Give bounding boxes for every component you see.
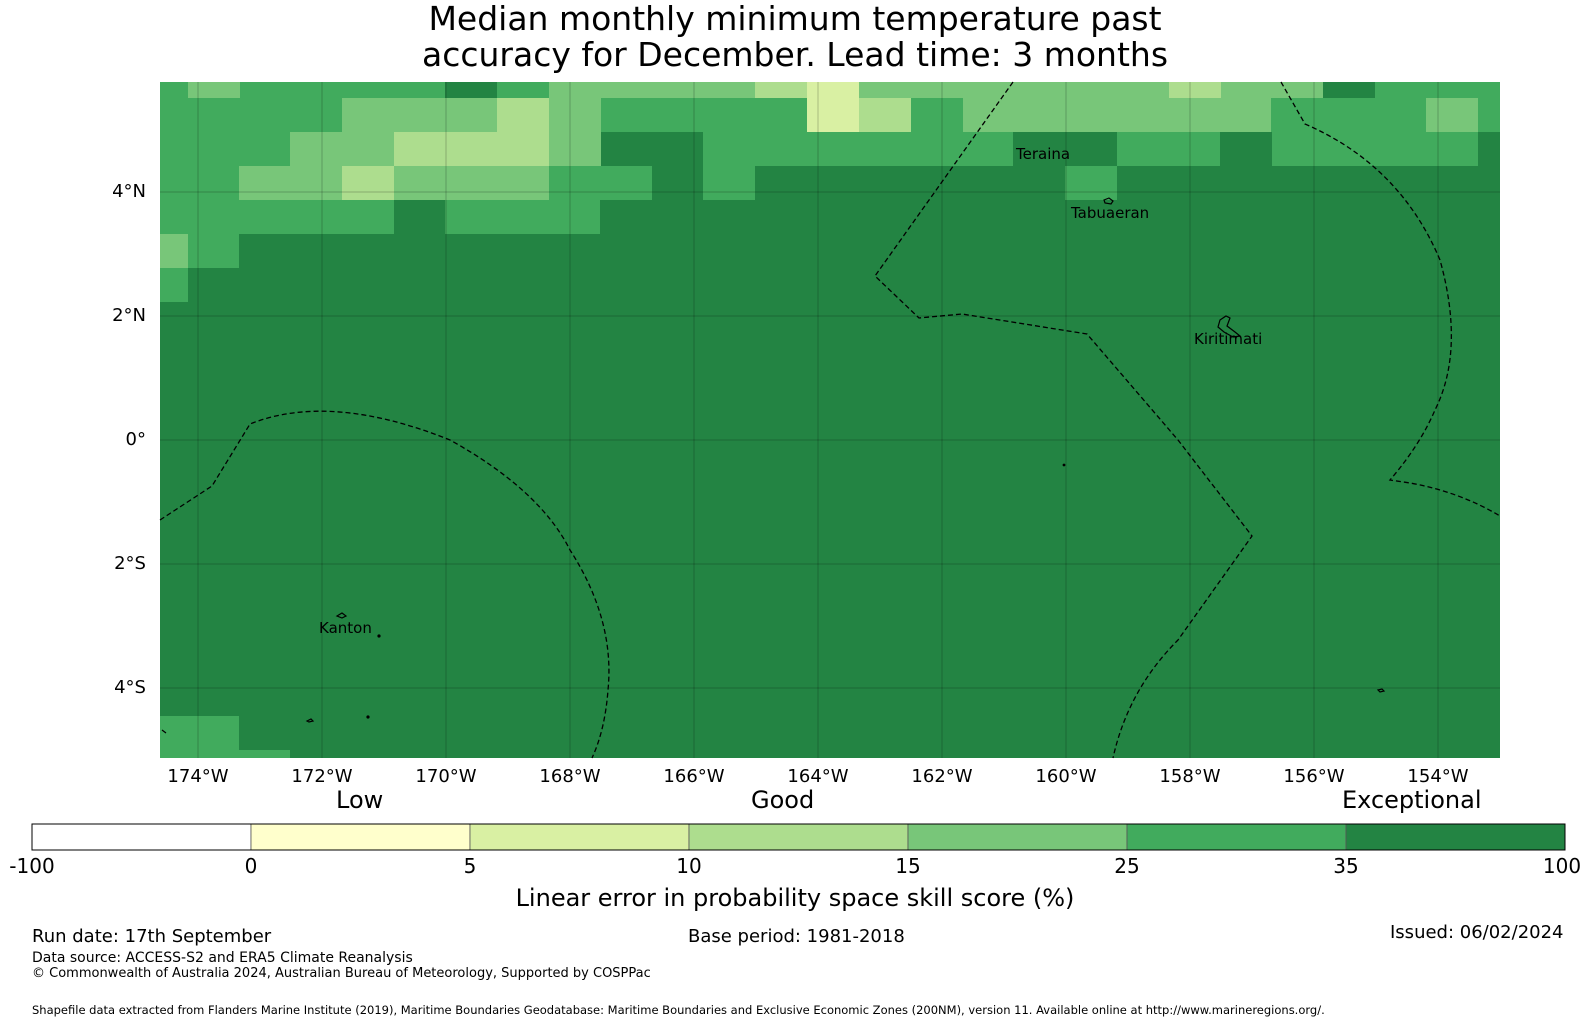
colorbar-segment [1126, 823, 1347, 851]
colorbar-segment [688, 823, 909, 851]
place-label-teraina: Teraina [1016, 145, 1071, 163]
colorbar-category-exceptional: Exceptional [1342, 786, 1482, 814]
lon-label-154w: 154°W [1407, 766, 1469, 787]
run-date: Run date: 17th September [32, 926, 272, 947]
colorbar-tick-label: 10 [676, 854, 702, 878]
colorbar-tick-label: 0 [244, 854, 258, 878]
line-islands-boundary-east [1280, 81, 1501, 517]
colorbar-tick-label: 25 [1114, 854, 1140, 878]
issued-date: Issued: 06/02/2024 [1390, 922, 1564, 943]
islands [161, 197, 1386, 734]
colorbar-category-low: Low [336, 786, 384, 814]
map-gridlines [160, 82, 1500, 758]
colorbar-tick-label: 100 [1542, 854, 1582, 878]
colorbar-title: Linear error in probability space skill … [515, 884, 1075, 912]
maritime-boundaries [159, 81, 1501, 759]
colorbar-tick-label: 35 [1333, 854, 1359, 878]
lat-label-0: 0° [125, 429, 146, 450]
colorbar-segment [1345, 823, 1566, 851]
colorbar-category-good: Good [751, 786, 815, 814]
lon-label-156w: 156°W [1283, 766, 1345, 787]
place-label-kanton: Kanton [319, 619, 372, 637]
colorbar-segment [907, 823, 1128, 851]
kiritimati-island-outline [1217, 315, 1242, 338]
colorbar-segment [250, 823, 471, 851]
colorbar-segment [469, 823, 690, 851]
place-label-tabuaeran: Tabuaeran [1071, 204, 1150, 222]
lat-label-4s: 4°S [114, 677, 146, 698]
lon-label-168w: 168°W [539, 766, 601, 787]
map-title-line-1: Median monthly minimum temperature past [428, 0, 1162, 38]
skill-map [31, 81, 1566, 851]
colorbar [31, 823, 1566, 851]
lon-label-166w: 166°W [663, 766, 725, 787]
shapefile-credit: Shapefile data extracted from Flanders M… [32, 1003, 1325, 1017]
place-label-kiritimati: Kiritimati [1194, 330, 1263, 348]
colorbar-frame [31, 823, 1566, 851]
lon-label-172w: 172°W [291, 766, 353, 787]
map-title-line-2: accuracy for December. Lead time: 3 mont… [421, 35, 1169, 74]
lat-label-2s: 2°S [114, 553, 146, 574]
colorbar-segment [31, 823, 252, 851]
data-source: Data source: ACCESS-S2 and ERA5 Climate … [32, 950, 413, 966]
kanton-eez-boundary [159, 410, 610, 759]
copyright: © Commonwealth of Australia 2024, Austra… [32, 966, 651, 981]
colorbar-tick-label: -100 [9, 854, 55, 878]
lon-label-160w: 160°W [1035, 766, 1097, 787]
lon-label-164w: 164°W [787, 766, 849, 787]
tabuaeran-island-outline [1103, 197, 1114, 205]
colorbar-tick-label: 15 [895, 854, 921, 878]
lon-label-170w: 170°W [415, 766, 477, 787]
lon-label-162w: 162°W [911, 766, 973, 787]
lat-label-2n: 2°N [112, 305, 146, 326]
colorbar-tick-label: 5 [463, 854, 477, 878]
base-period: Base period: 1981-2018 [688, 926, 905, 947]
skill-cells [160, 82, 1500, 758]
lon-label-174w: 174°W [167, 766, 229, 787]
lat-label-4n: 4°N [112, 181, 146, 202]
lon-label-158w: 158°W [1159, 766, 1221, 787]
kanton-island-outline [335, 612, 348, 619]
